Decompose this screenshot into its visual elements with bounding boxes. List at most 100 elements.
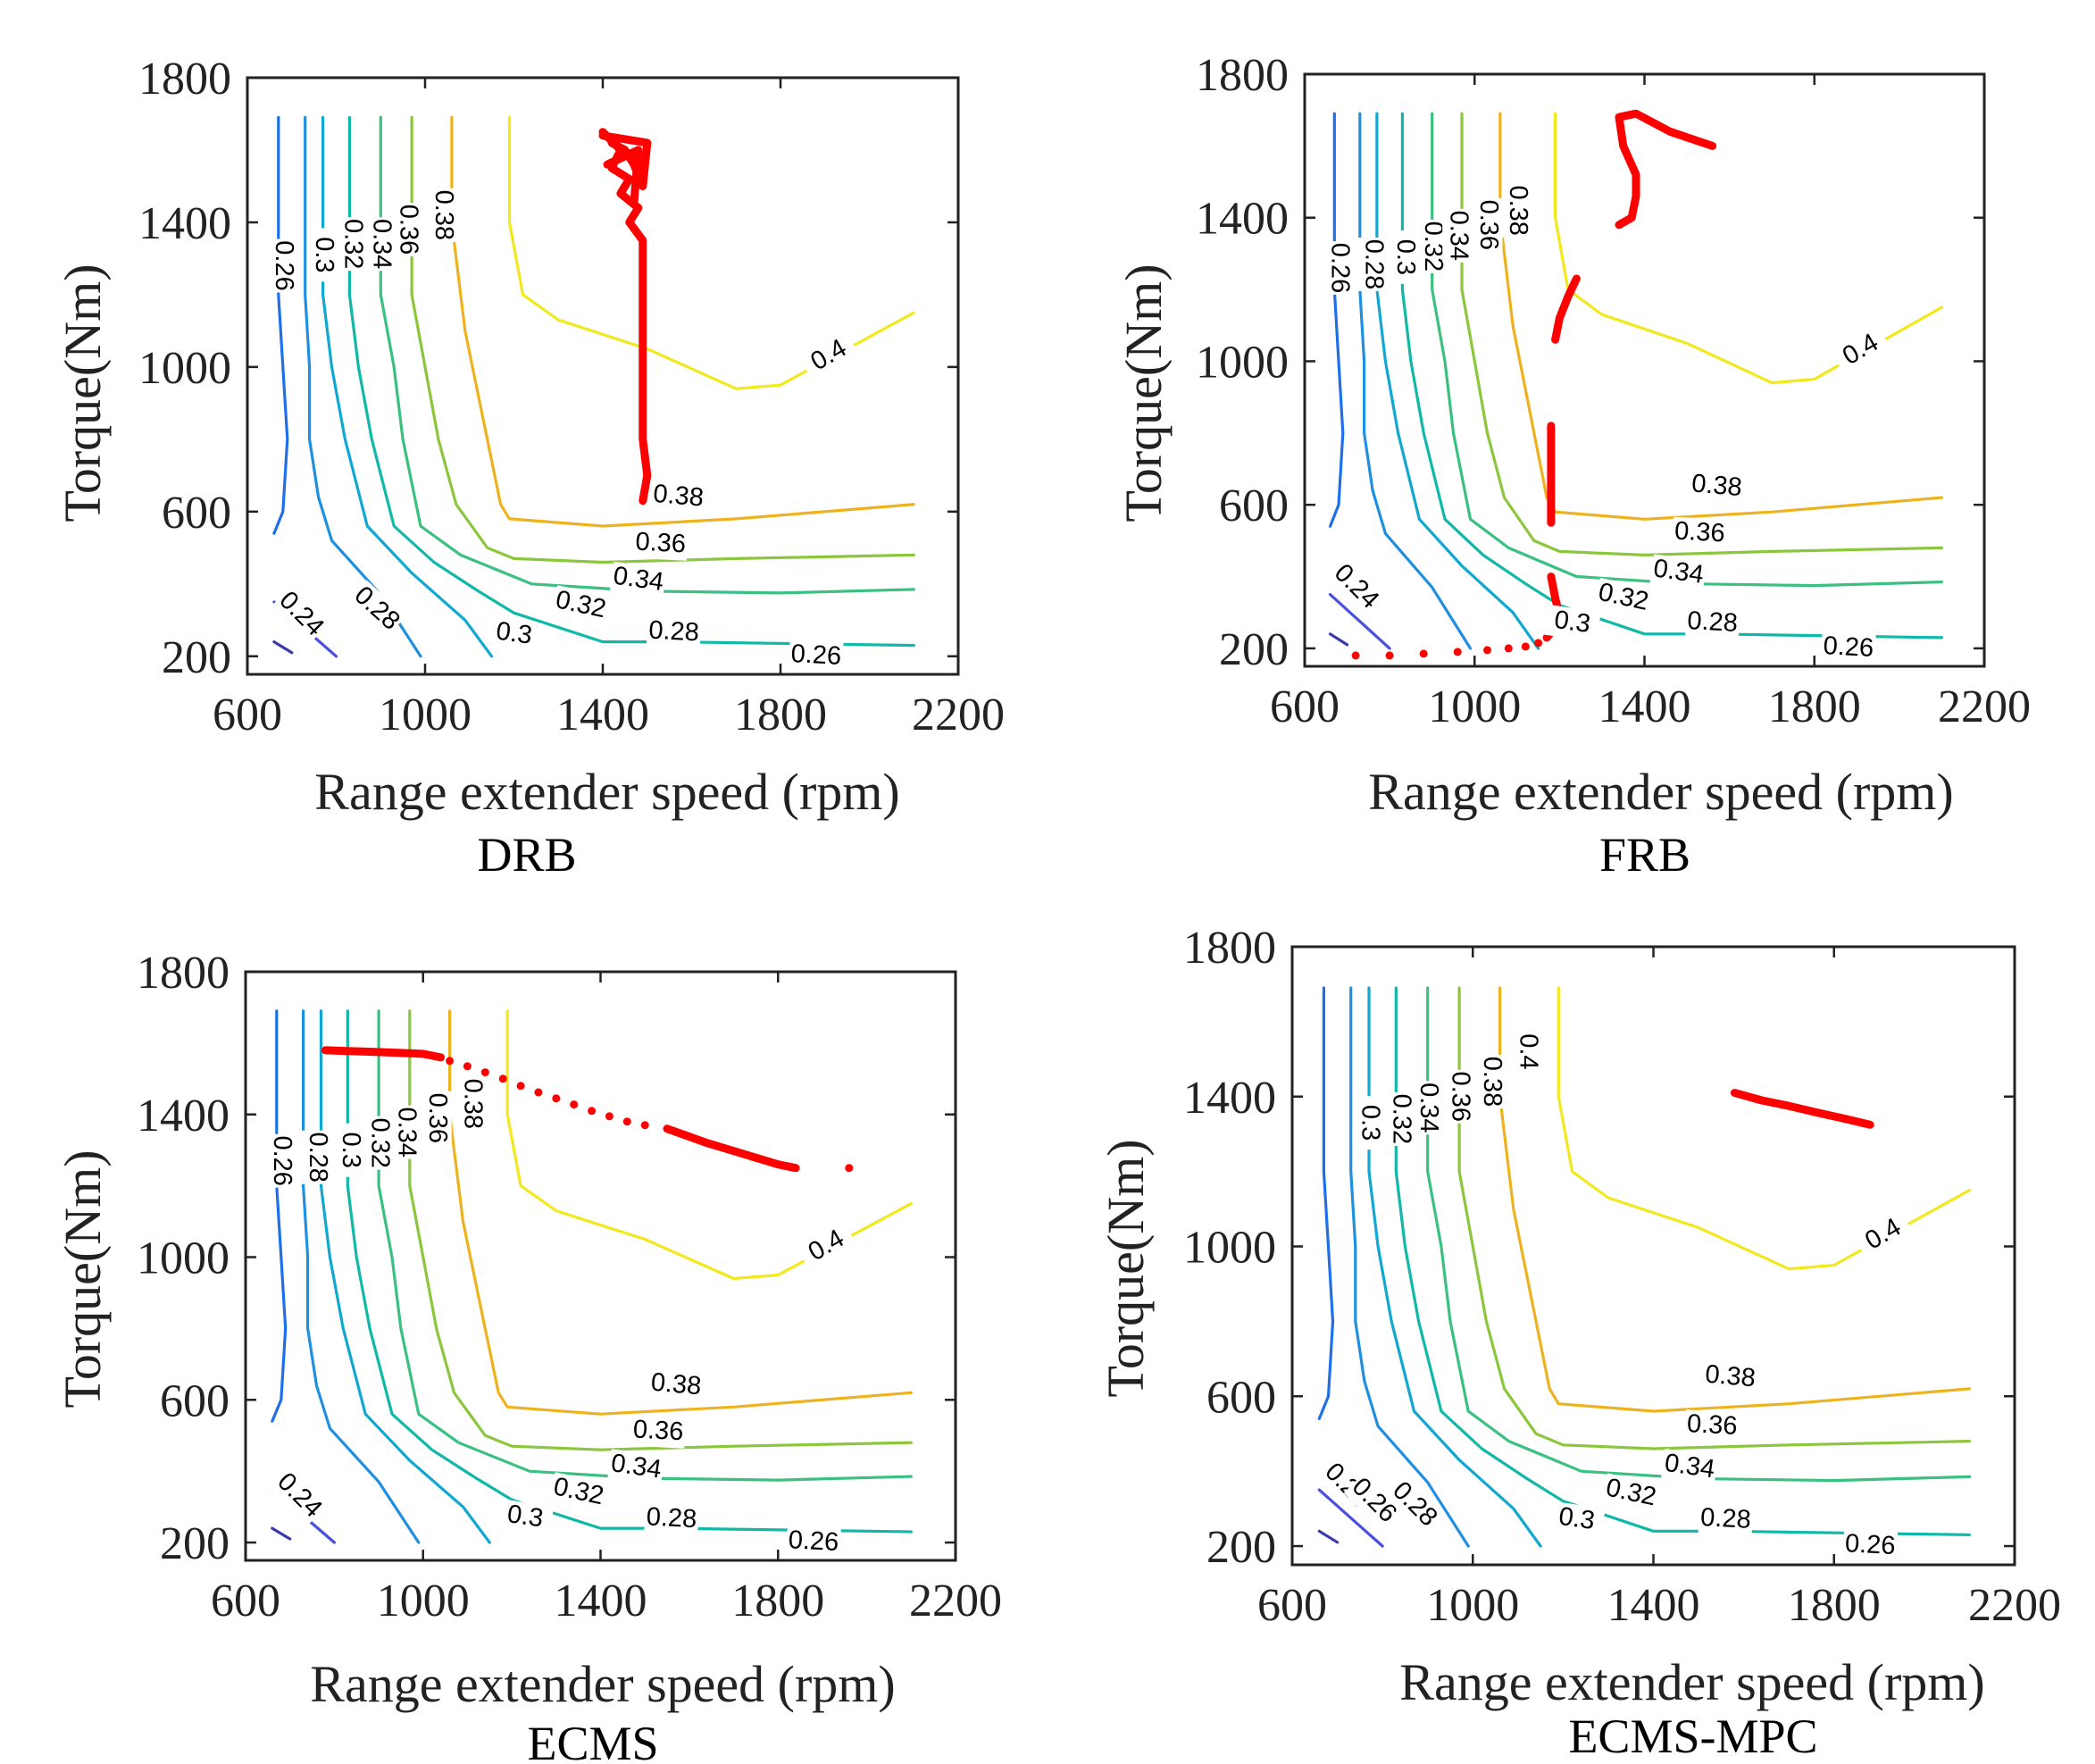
contour-label: 0.3 [1553, 606, 1592, 639]
operating-path [603, 146, 643, 209]
contour-label-bg [301, 1130, 332, 1184]
contour-label: 0.34 [1415, 1083, 1443, 1133]
y-tick-label: 1800 [1183, 923, 1276, 974]
operating-point [552, 1094, 561, 1103]
contour-label-bg [496, 1499, 555, 1537]
contour-label: 0.26 [788, 1526, 839, 1557]
plot-area-drb: 0.26 0.3 0.32 0.340.36 0.380.40.380.360.340.… [138, 54, 1005, 740]
contour-line-0.40 [507, 115, 915, 390]
x-tick-label: 600 [1270, 681, 1340, 732]
panel-ecms: ECMS Range extender speed (rpm) Torque(N… [54, 1150, 896, 1764]
contour-label-bg [1357, 238, 1389, 291]
y-tick-label: 200 [1206, 1522, 1276, 1573]
contour-label-bg [1325, 557, 1386, 617]
contour-label-bg [650, 480, 706, 515]
contour-label-bg [1543, 604, 1601, 642]
contour-line-0.34 [1426, 986, 1971, 1483]
plot-area-ecms-mpc: 0.3 0.320.34 0.36 0.380.40.40.380.360.340.3… [1183, 923, 2061, 1631]
contour-label: 0.36 [1474, 200, 1503, 250]
y-tick-label: 1400 [138, 198, 231, 249]
x-tick-label: 1400 [1598, 681, 1691, 732]
contour-label: 0.26 [1823, 631, 1874, 663]
contour-label-bg [363, 1116, 395, 1170]
contour-label-bg [336, 217, 367, 272]
axes-frame [246, 76, 960, 676]
contour-label-bg [630, 1415, 686, 1449]
y-tick-label: 1400 [1196, 194, 1289, 245]
contour-label: 0.28 [648, 616, 700, 648]
contour-label: 0.38 [652, 480, 705, 513]
contour-line-0.22 [272, 640, 294, 655]
contour-label: 0.24 [1329, 558, 1385, 614]
contour-label: 0.24 [273, 586, 330, 642]
y-tick-label: 1000 [1196, 337, 1289, 388]
caption-ecms-mpc: ECMS-MPC [1568, 1710, 1817, 1763]
contour-label-bg [267, 238, 298, 293]
contour-label: 0.26 [270, 240, 298, 290]
x-tick-label: 1000 [1426, 1580, 1519, 1631]
contour-label-bg [1842, 1529, 1899, 1563]
y-tick-label: 200 [160, 1518, 230, 1569]
contour-label: 0.3 [1356, 1105, 1384, 1141]
contour-label-bg [1475, 1055, 1507, 1108]
contour-label: 0.34 [609, 1449, 663, 1484]
contour-label-bg [1472, 197, 1503, 252]
contour-label-bg [607, 1449, 665, 1487]
contour-label: 0.38 [1690, 469, 1743, 502]
operating-path [1731, 1089, 1874, 1129]
contour-label: 0.38 [1504, 185, 1532, 235]
contour-line-0.34 [377, 1009, 913, 1482]
x-tick-label: 2200 [1938, 681, 2031, 732]
contour-label-bg [456, 1076, 488, 1131]
contour-line-0.32 [1394, 986, 1971, 1537]
y-tick-label: 1800 [137, 948, 230, 999]
contour-label-bg [548, 1472, 608, 1513]
contour-label: 0.28 [304, 1132, 332, 1182]
contour-label: 0.32 [338, 219, 367, 269]
contour-label: 0.34 [1445, 211, 1473, 261]
contour-label: 0.26 [1325, 243, 1354, 293]
contour-label: 0.32 [1388, 1094, 1416, 1144]
contour-label: 0.3 [310, 237, 338, 272]
contour-label-bg [1684, 606, 1740, 640]
contour-line-0.22 [271, 1526, 292, 1541]
contour-label-bg [1830, 323, 1892, 378]
contour-line-0.38 [448, 1009, 913, 1416]
contour-line-0.38 [1498, 986, 1971, 1413]
contour-label: 0.3 [505, 1500, 545, 1533]
caption-frb: FRB [1599, 828, 1690, 882]
contour-label-bg [1689, 469, 1745, 505]
contour-label-bg [644, 1502, 699, 1536]
ylabel-ecms: Torque(Nm) [54, 1150, 112, 1408]
x-tick-label: 600 [211, 1576, 280, 1626]
contour-label: 0.34 [612, 562, 665, 598]
contour-label: 0.4 [1514, 1033, 1542, 1069]
contour-label: 0.36 [632, 1415, 684, 1446]
contour-label: 0.24 [271, 1467, 328, 1524]
contour-label-bg [346, 580, 406, 639]
operating-path [1615, 109, 1717, 230]
x-tick-label: 1800 [1788, 1580, 1881, 1631]
y-tick-label: 1800 [1196, 50, 1289, 101]
contour-line-0.28 [1358, 112, 1473, 650]
operating-point [1504, 644, 1513, 653]
contour-line-0.26 [1317, 986, 1335, 1421]
contour-label-bg [1684, 1409, 1740, 1443]
x-tick-label: 600 [213, 690, 282, 740]
contour-line-0.26 [272, 115, 289, 535]
contour-label: 0.32 [365, 1117, 394, 1167]
operating-path [321, 1046, 446, 1062]
contour-label-bg [421, 1091, 452, 1145]
contour-line-0.30 [319, 1009, 491, 1544]
x-tick-label: 1800 [731, 1576, 824, 1626]
contour-label-bg [1384, 1475, 1444, 1535]
ylabel-drb: Torque(Nm) [54, 263, 112, 522]
contour-line-0.26 [271, 1009, 288, 1423]
operating-point [1385, 651, 1394, 660]
operating-path [663, 1124, 800, 1173]
y-tick-label: 1000 [1183, 1223, 1276, 1274]
x-tick-label: 1800 [734, 690, 827, 740]
contour-label-bg [1442, 208, 1473, 263]
contour-label-bg [1702, 1359, 1758, 1395]
contour-label: 0.34 [1652, 554, 1706, 589]
